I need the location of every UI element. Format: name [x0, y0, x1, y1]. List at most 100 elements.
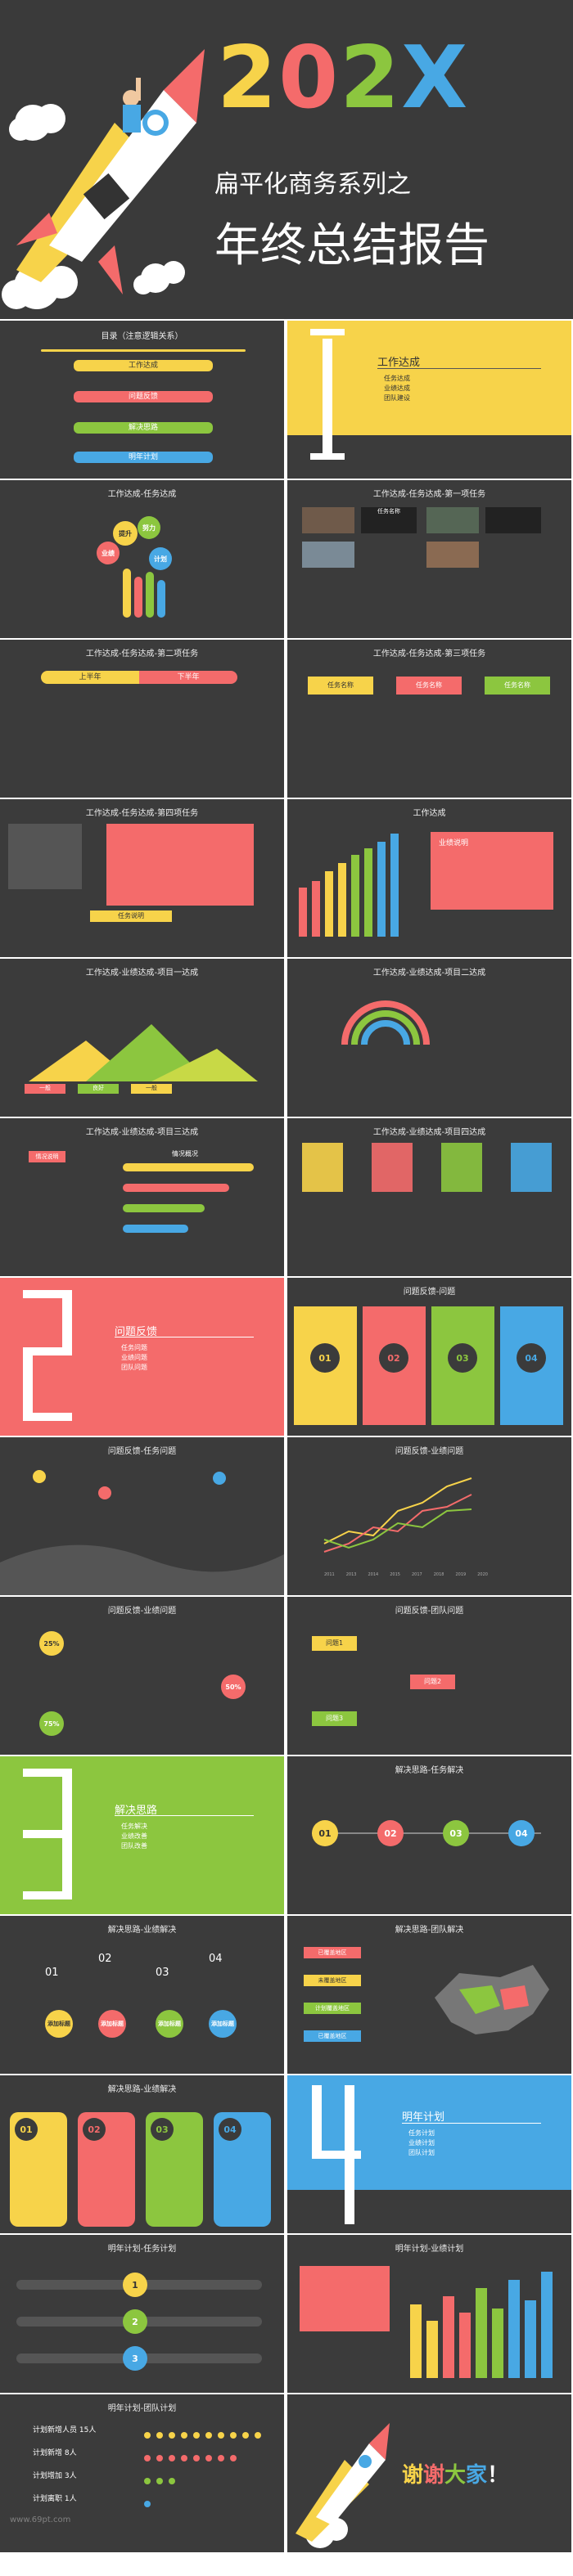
- slide-title: 工作达成-业绩达成-项目四达成: [372, 1128, 486, 1137]
- slide-12[interactable]: 工作达成-业绩达成-项目三达成 情况说明 情况概况: [0, 1118, 284, 1276]
- slide-title: 明年计划-团队计划: [107, 2404, 177, 2413]
- slide-23[interactable]: 解决思路-团队解决 已覆盖地区 未覆盖地区 计划覆盖地区 已覆盖地区: [287, 1916, 571, 2074]
- radial-chart: [341, 1000, 430, 1045]
- step-number: 01: [45, 1967, 59, 1979]
- slide-7[interactable]: 工作达成-任务达成-第三项任务 任务名称 任务名称 任务名称: [287, 640, 571, 798]
- step-circle: 3: [123, 2346, 147, 2371]
- slide-section-3[interactable]: 解决思路 任务解决 业绩改善 团队改善: [0, 1756, 284, 1914]
- task-card: 任务名称: [308, 677, 373, 695]
- wave-shape: [0, 1544, 284, 1595]
- label-tag: 情况说明: [29, 1151, 65, 1162]
- slide-18[interactable]: 问题反馈-业绩问题 25% 50% 75%: [0, 1597, 284, 1755]
- slide-title: 工作达成-业绩达成-项目二达成: [372, 969, 486, 978]
- photo: [426, 542, 479, 568]
- slide-title: 问题反馈-任务问题: [107, 1447, 177, 1456]
- slide-title: 工作达成-任务达成-第二项任务: [85, 650, 199, 659]
- slide-27[interactable]: 明年计划-业绩计划: [287, 2235, 571, 2393]
- slide-4[interactable]: 工作达成-任务达成 提升 业绩 努力 计划: [0, 480, 284, 638]
- slide-15[interactable]: 问题反馈-问题 01 02 03 04: [287, 1278, 571, 1436]
- toc-item-3[interactable]: 解决思路: [74, 422, 213, 434]
- info-box: [106, 824, 254, 906]
- slide-21[interactable]: 解决思路-任务解决 01 02 03 04: [287, 1756, 571, 1914]
- slide-title: 问题反馈-业绩问题: [395, 1447, 464, 1456]
- word-bubble: 计划: [149, 547, 172, 570]
- number-badge: 04: [219, 2118, 241, 2141]
- section-label: 工作达成: [377, 357, 421, 369]
- title-bubble: 添加标题: [45, 2010, 73, 2038]
- people-icons: [144, 2432, 261, 2507]
- slide-title: 问题反馈-团队问题: [395, 1607, 464, 1616]
- rocket-illustration: [2, 49, 205, 309]
- section-bullets: 任务计划 业绩计划 团队计划: [408, 2129, 435, 2156]
- title-bubble: 添加标题: [209, 2010, 237, 2038]
- step-circle: 03: [443, 1820, 469, 1846]
- toc-line-1: [41, 349, 246, 352]
- toc-item-2[interactable]: 问题反馈: [74, 391, 213, 402]
- watermark: www.69pt.com: [10, 2515, 71, 2524]
- toc-item-1[interactable]: 工作达成: [74, 360, 213, 371]
- slide-17[interactable]: 问题反馈-业绩问题 2011 2013 2014 2015 2017 2018 2019 2…: [287, 1437, 571, 1595]
- slide-section-4[interactable]: 明年计划 任务计划 业绩计划 团队计划: [287, 2075, 571, 2233]
- number-badge: 03: [448, 1343, 477, 1373]
- section-bullets: 任务问题 业绩问题 团队问题: [121, 1344, 147, 1371]
- team-plan-row: 计划新增 8人: [33, 2449, 77, 2457]
- slide-24[interactable]: 解决思路-业绩解决 01 02 03 04: [0, 2075, 284, 2233]
- slide-title: 明年计划-任务计划: [107, 2245, 177, 2254]
- step-circle: 2: [123, 2309, 147, 2334]
- cover-slide[interactable]: 202X 扁平化商务系列之 年终总结报告: [0, 0, 573, 319]
- slide-toc[interactable]: 目录（注意逻辑关系） 工作达成 问题反馈 解决思路 明年计划: [0, 321, 284, 479]
- number-badge: 01: [310, 1343, 340, 1373]
- slide-title: 明年计划-业绩计划: [395, 2245, 464, 2254]
- photo: [8, 824, 82, 889]
- slide-thanks[interactable]: 谢谢大家！: [287, 2394, 571, 2552]
- number-badge: 02: [379, 1343, 408, 1373]
- step-number: 03: [156, 1967, 169, 1979]
- slide-10[interactable]: 工作达成-业绩达成-项目一达成 一般 良好 一般: [0, 959, 284, 1117]
- slide-13[interactable]: 工作达成-业绩达成-项目四达成: [287, 1118, 571, 1276]
- word-bubble: 业绩: [97, 542, 120, 564]
- slide-title: 问题反馈-问题: [403, 1288, 456, 1297]
- mountain-chart: [29, 1024, 258, 1081]
- team-plan-row: 计划离职 1人: [33, 2495, 77, 2503]
- region-tag: 已覆盖地区: [304, 2030, 361, 2042]
- slide-11[interactable]: 工作达成-业绩达成-项目二达成: [287, 959, 571, 1117]
- slide-28[interactable]: 明年计划-团队计划 计划新增人员 15人 计划新增 8人 计划增加 3人 计划离…: [0, 2394, 284, 2552]
- half-year-tab: 下半年: [139, 671, 237, 684]
- slide-5[interactable]: 工作达成-任务达成-第一项任务 任务名称: [287, 480, 571, 638]
- section-heading: 情况概况: [172, 1150, 198, 1158]
- step-circle: 02: [377, 1820, 404, 1846]
- team-plan-row: 计划新增人员 15人: [33, 2426, 97, 2434]
- slide-title: 工作达成: [413, 809, 446, 818]
- slide-26[interactable]: 明年计划-任务计划 1 2 3: [0, 2235, 284, 2393]
- photo: [302, 542, 354, 568]
- task-card: 任务名称: [361, 507, 417, 533]
- slide-22[interactable]: 解决思路-业绩解决 01 02 03 04 添加标题 添加标题 添加标题 添加标…: [0, 1916, 284, 2074]
- slide-title: 工作达成-任务达成-第三项任务: [372, 650, 486, 659]
- percent-badge: 75%: [39, 1711, 64, 1736]
- step-number: 04: [209, 1953, 223, 1965]
- cover-year: 202X: [217, 28, 470, 128]
- slide-19[interactable]: 问题反馈-团队问题 问题1 问题2 问题3: [287, 1597, 571, 1755]
- title-bubble: 添加标题: [98, 2010, 126, 2038]
- toc-item-4[interactable]: 明年计划: [74, 452, 213, 463]
- line-chart: [323, 1477, 472, 1553]
- slide-title: 解决思路-团队解决: [395, 1926, 464, 1935]
- slide-8[interactable]: 工作达成-任务达成-第四项任务 任务说明: [0, 799, 284, 957]
- step-circle: 04: [508, 1820, 535, 1846]
- photo: [302, 507, 354, 533]
- slide-9[interactable]: 工作达成 业绩说明: [287, 799, 571, 957]
- slide-title: 工作达成-任务达成: [107, 490, 177, 499]
- slide-6[interactable]: 工作达成-任务达成-第二项任务 上半年 下半年: [0, 640, 284, 798]
- word-bubble: 努力: [138, 516, 160, 539]
- section-number-blocks: [23, 1769, 72, 1899]
- slide-title: 问题反馈-业绩问题: [107, 1607, 177, 1616]
- info-box: [300, 2266, 390, 2331]
- slide-section-1[interactable]: 工作达成 任务达成 业绩达成 团队建设: [287, 321, 571, 479]
- half-year-tab: 上半年: [41, 671, 139, 684]
- slide-section-2[interactable]: 问题反馈 任务问题 业绩问题 团队问题: [0, 1278, 284, 1436]
- word-bubble: 提升: [113, 521, 138, 546]
- number-badge: 04: [517, 1343, 546, 1373]
- slide-16[interactable]: 问题反馈-任务问题: [0, 1437, 284, 1595]
- caption-bar: 任务说明: [90, 910, 172, 922]
- info-box: 业绩说明: [431, 832, 553, 910]
